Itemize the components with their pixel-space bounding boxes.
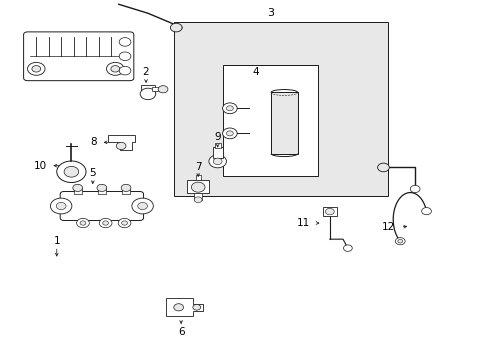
Circle shape bbox=[50, 198, 72, 214]
Text: 10: 10 bbox=[34, 161, 47, 171]
Circle shape bbox=[138, 202, 147, 210]
Circle shape bbox=[64, 166, 79, 177]
Bar bbox=[214, 143, 220, 148]
Text: 11: 11 bbox=[296, 218, 309, 228]
Text: 2: 2 bbox=[142, 67, 149, 77]
Circle shape bbox=[325, 208, 333, 215]
Polygon shape bbox=[108, 135, 135, 149]
Text: 6: 6 bbox=[178, 327, 184, 337]
Circle shape bbox=[194, 197, 202, 203]
FancyBboxPatch shape bbox=[60, 192, 143, 221]
Circle shape bbox=[377, 163, 388, 172]
Circle shape bbox=[32, 66, 41, 72]
Circle shape bbox=[73, 184, 82, 192]
Circle shape bbox=[119, 66, 131, 75]
Bar bbox=[173, 22, 387, 196]
Text: 5: 5 bbox=[89, 168, 96, 178]
Circle shape bbox=[97, 184, 106, 192]
Circle shape bbox=[421, 208, 430, 215]
Circle shape bbox=[192, 305, 200, 310]
Circle shape bbox=[173, 304, 183, 311]
Circle shape bbox=[226, 106, 233, 111]
Bar bbox=[322, 207, 336, 216]
Circle shape bbox=[118, 219, 131, 228]
Text: 4: 4 bbox=[252, 67, 259, 77]
Circle shape bbox=[132, 198, 153, 214]
Text: 7: 7 bbox=[194, 162, 201, 172]
Circle shape bbox=[222, 128, 237, 139]
Circle shape bbox=[77, 219, 89, 228]
Circle shape bbox=[27, 62, 45, 75]
Circle shape bbox=[213, 158, 222, 165]
Circle shape bbox=[222, 103, 237, 114]
FancyBboxPatch shape bbox=[23, 32, 134, 81]
Circle shape bbox=[99, 219, 112, 228]
Circle shape bbox=[119, 52, 131, 60]
Circle shape bbox=[111, 66, 120, 72]
Text: 3: 3 bbox=[266, 8, 273, 18]
Bar bbox=[270, 93, 297, 154]
Bar bbox=[141, 85, 155, 94]
Polygon shape bbox=[166, 298, 203, 316]
Circle shape bbox=[191, 182, 204, 192]
Circle shape bbox=[57, 161, 86, 183]
Bar bbox=[222, 65, 317, 176]
Bar bbox=[195, 175, 200, 180]
Circle shape bbox=[122, 221, 127, 225]
Circle shape bbox=[80, 221, 86, 225]
Circle shape bbox=[170, 23, 182, 32]
Bar bbox=[74, 188, 81, 194]
Circle shape bbox=[343, 245, 351, 251]
Circle shape bbox=[395, 238, 404, 245]
Bar bbox=[98, 188, 105, 194]
Bar bbox=[194, 193, 202, 200]
Circle shape bbox=[56, 202, 66, 210]
Bar bbox=[212, 147, 222, 158]
Text: 12: 12 bbox=[381, 222, 394, 231]
Circle shape bbox=[140, 88, 156, 100]
Bar bbox=[187, 180, 208, 193]
Circle shape bbox=[397, 239, 402, 243]
Circle shape bbox=[102, 221, 108, 225]
Circle shape bbox=[106, 62, 124, 75]
Text: 9: 9 bbox=[214, 132, 221, 142]
Text: 8: 8 bbox=[90, 138, 97, 147]
Circle shape bbox=[226, 131, 233, 136]
Text: 1: 1 bbox=[53, 236, 60, 246]
Circle shape bbox=[116, 142, 126, 149]
Bar bbox=[152, 87, 162, 91]
Circle shape bbox=[409, 185, 419, 193]
Circle shape bbox=[208, 155, 226, 168]
Circle shape bbox=[158, 86, 167, 93]
Bar bbox=[122, 188, 130, 194]
Circle shape bbox=[121, 184, 131, 192]
Circle shape bbox=[119, 38, 131, 46]
